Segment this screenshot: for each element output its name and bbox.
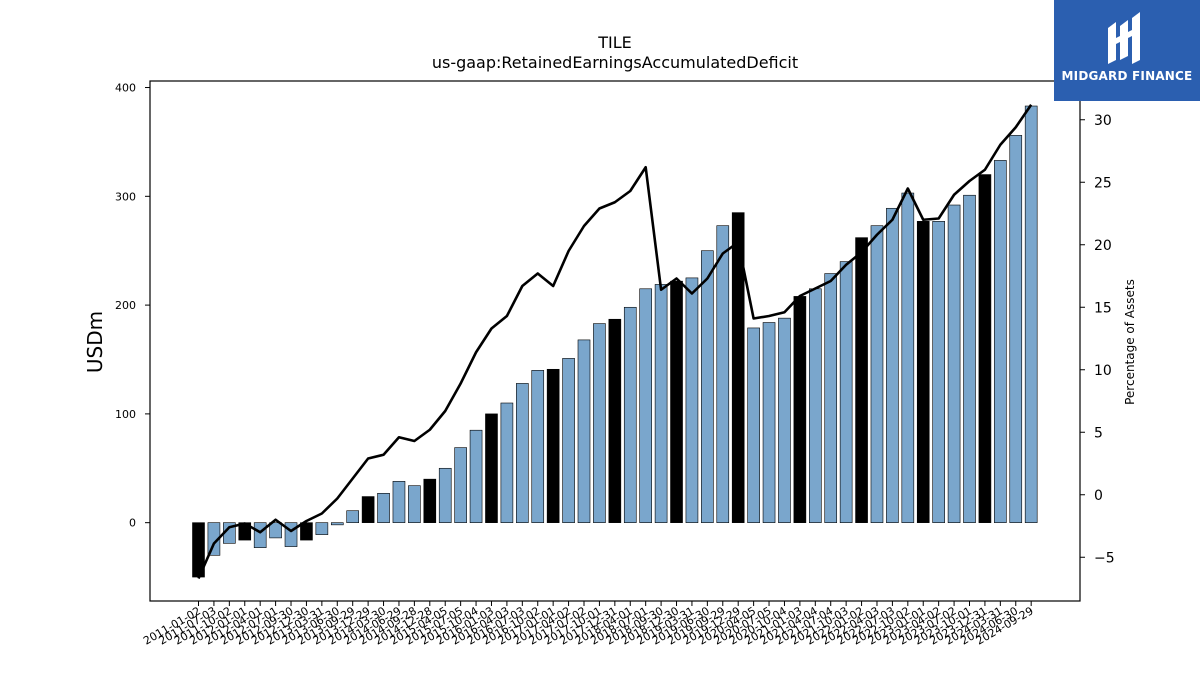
chart-subtitle: us-gaap:RetainedEarningsAccumulatedDefic…	[432, 53, 798, 72]
bar-2017-04-02	[562, 358, 575, 523]
bar-2012-09-30	[284, 522, 298, 547]
bar-2018-09-30	[654, 284, 668, 523]
bar-2022-04-03	[870, 225, 884, 523]
y2-tick-label: 0	[1094, 488, 1103, 504]
y-tick-label: 200	[115, 299, 136, 312]
y-axis: 0 100 200 300 400	[115, 82, 150, 530]
bar-2012-07-01	[269, 522, 282, 539]
bar-2018-04-01	[623, 306, 637, 523]
bar-2020-07-05	[762, 322, 776, 523]
bar-2019-12-29	[731, 212, 745, 523]
bar-2014-03-30	[377, 492, 390, 523]
bar-2020-10-04	[778, 317, 791, 523]
y2-tick-label: −5	[1094, 550, 1115, 566]
bar-2022-01-02	[855, 237, 868, 523]
x-axis: 2011-01-022011-07-032011-10-022012-01-01…	[141, 601, 1036, 648]
plot-frame	[149, 80, 1081, 602]
bar-2017-10-01	[593, 323, 606, 523]
bar-2015-04-05	[438, 467, 452, 523]
bar-2014-06-29	[392, 481, 406, 523]
bar-2021-07-04	[824, 273, 838, 523]
bar-2013-09-29	[346, 510, 360, 523]
bar-2024-09-29	[1024, 105, 1038, 523]
y-tick-label: 300	[115, 190, 136, 203]
bar-2022-07-03	[886, 207, 899, 523]
y2-tick-label: 5	[1094, 425, 1103, 441]
bar-2015-10-04	[469, 429, 483, 523]
bar-2018-07-01	[639, 288, 652, 523]
bar-2021-01-03	[793, 296, 807, 523]
y2-tick-label: 25	[1094, 175, 1112, 191]
bar-2019-09-29	[716, 225, 730, 523]
y2-tick-label: 20	[1094, 238, 1112, 254]
bar-2017-01-01	[546, 368, 560, 523]
y2-tick-label: 10	[1094, 363, 1112, 379]
bar-2017-12-31	[608, 318, 622, 523]
y-axis-label: USDm	[83, 311, 107, 373]
y2-axis: −5 0 5 10 15 20 25 30	[1080, 113, 1115, 566]
y2-axis-label: Percentage of Assets	[1123, 279, 1137, 405]
percentage-line	[197, 104, 1033, 580]
bar-2024-03-31	[994, 160, 1007, 523]
line-series	[197, 104, 1033, 580]
chart-title: TILE	[597, 33, 632, 52]
midgard-logo-icon	[1108, 12, 1140, 64]
bar-2021-10-03	[839, 261, 853, 523]
bar-2014-09-28	[408, 485, 421, 523]
bar-2015-07-05	[454, 447, 467, 523]
bar-2024-06-30	[1009, 135, 1023, 523]
bar-2021-04-04	[808, 288, 822, 523]
bar-2023-07-02	[947, 204, 961, 523]
bar-2019-06-30	[701, 250, 714, 523]
y-tick-label: 0	[129, 517, 136, 530]
brand-logo: MIDGARD FINANCE	[1054, 0, 1200, 101]
bar-2014-12-28	[423, 478, 437, 523]
bar-2023-01-01	[916, 221, 930, 523]
bar-2023-04-02	[932, 221, 945, 523]
y-tick-label: 400	[115, 82, 136, 95]
bar-2016-10-02	[531, 370, 545, 523]
bar-2013-03-31	[315, 522, 329, 535]
bar-series	[192, 105, 1038, 578]
bar-2013-06-30	[330, 522, 344, 526]
bar-2023-12-31	[978, 174, 992, 523]
bar-2022-10-02	[901, 192, 915, 523]
bar-2020-04-05	[747, 327, 760, 523]
bar-2018-12-30	[670, 280, 683, 523]
bar-2012-04-01	[253, 522, 267, 548]
bar-2023-10-01	[963, 194, 976, 523]
y-tick-label: 100	[115, 408, 136, 421]
brand-name: MIDGARD FINANCE	[1061, 69, 1193, 83]
bar-2013-12-29	[361, 496, 375, 523]
bar-2019-03-31	[685, 277, 699, 523]
bar-2012-12-30	[300, 522, 313, 541]
bar-2016-01-03	[485, 413, 498, 523]
bar-2017-07-02	[577, 339, 591, 523]
bar-2016-04-03	[500, 402, 514, 523]
y2-tick-label: 15	[1094, 300, 1112, 316]
bar-2016-07-03	[516, 383, 529, 523]
y2-tick-label: 30	[1094, 113, 1112, 129]
